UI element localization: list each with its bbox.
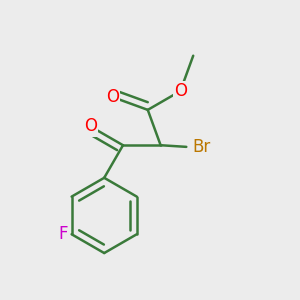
Text: O: O [174,82,187,100]
Text: O: O [106,88,119,106]
Text: Br: Br [192,138,210,156]
Text: O: O [84,117,97,135]
Text: F: F [59,225,68,243]
